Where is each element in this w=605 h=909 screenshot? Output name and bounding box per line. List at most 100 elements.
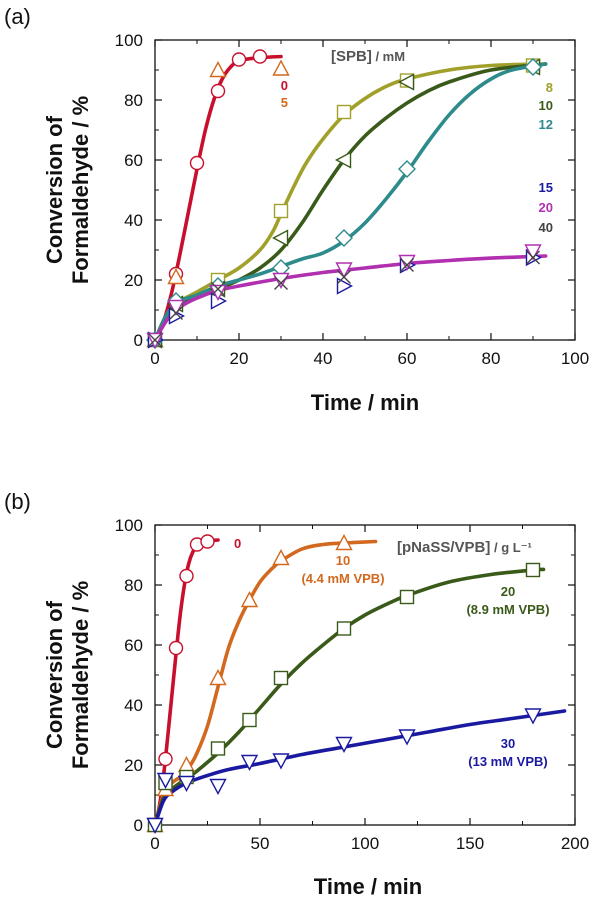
panel-a-legend-12: 12: [539, 117, 553, 132]
panel-b-xlabel: Time / min: [314, 874, 422, 899]
panel-b-point-30: [524, 708, 542, 725]
panel-a-point-10: [272, 229, 289, 247]
panel-a-point-40: [526, 250, 540, 265]
panel-b-ytick-label: 80: [124, 576, 143, 595]
panel-a-legend-5: 5: [281, 95, 288, 110]
panel-a-legend-unit: / mM: [372, 49, 405, 64]
panel-b-ytick-label: 60: [124, 636, 143, 655]
svg-text:[pNaSS/VPB] / g L⁻¹: [pNaSS/VPB] / g L⁻¹: [397, 539, 532, 556]
panel-b-point-0: [200, 534, 215, 549]
panel-b-legend-30-sub: (13 mM VPB): [468, 754, 547, 769]
panel-a-legend-15: 15: [539, 180, 553, 195]
panel-b-legend-10-sub: (4.4 mM VPB): [301, 571, 384, 586]
panel-a-ytick-label: 60: [124, 151, 143, 170]
panel-b-y-title: Conversion of Formaldehyde / %: [42, 581, 93, 769]
panel-b-ylabel-line2: Formaldehyde / %: [68, 581, 93, 769]
panel-a-point-40: [211, 282, 225, 296]
panel-b-xtick-label: 200: [561, 834, 589, 853]
panel-a-ytick-label: 100: [115, 31, 143, 50]
panel-a-legend-title: [SPB]: [331, 48, 372, 65]
panel-b-point-30: [209, 778, 227, 795]
panel-b-xtick-label: 0: [150, 834, 159, 853]
panel-a-point-0: [189, 155, 205, 171]
panel-b-point-10: [272, 549, 290, 566]
panel-b-point-0: [179, 568, 194, 584]
panel-a-point-20: [167, 299, 185, 316]
panel-a-point-5: [167, 268, 185, 285]
panel-b-ytick-label: 0: [134, 816, 143, 835]
panel-a-point-0: [210, 83, 226, 99]
panel-b-point-0: [158, 751, 173, 767]
panel-b-legend-10: 10: [336, 553, 350, 568]
panel-b-legend-20: 20: [501, 584, 515, 599]
panel-a-ylabel-line2: Formaldehyde / %: [68, 96, 93, 284]
panel-b-point-0: [168, 640, 184, 656]
panel-a-y-title: Conversion of Formaldehyde / %: [42, 96, 93, 284]
panel-a-xtick-label: 100: [561, 349, 589, 368]
panel-a-point-8: [336, 104, 352, 120]
panel-a-point-20: [335, 262, 353, 279]
panel-a-point-20: [524, 244, 542, 261]
panel-a-point-40: [400, 258, 414, 272]
panel-b-point-20: [210, 741, 226, 756]
panel-b-legend-header: [pNaSS/VPB] / g L⁻¹: [397, 539, 532, 556]
panel-a-legend-40: 40: [539, 220, 553, 235]
panel-b-legend-unit: / g L⁻¹: [490, 540, 532, 555]
panel-a-xtick-label: 20: [230, 349, 249, 368]
panel-b-point-10: [209, 669, 227, 686]
panel-a-point-8: [273, 203, 289, 219]
panel-a-curve-12: [153, 62, 548, 342]
panel-a-xtick-label: 40: [314, 349, 333, 368]
svg-text:[SPB] / mM: [SPB] / mM: [331, 48, 405, 65]
panel-a-point-40: [169, 306, 183, 320]
panel-b-legend-20-sub: (8.9 mM VPB): [466, 602, 549, 617]
panel-a-xtick-label: 80: [482, 349, 501, 368]
panel-a-point-0: [252, 49, 268, 64]
panel-b-legend-0: 0: [234, 536, 241, 551]
panel-b-xtick-label: 50: [251, 834, 270, 853]
panel-b-point-30: [272, 753, 290, 770]
panel-b-point-20: [525, 562, 541, 578]
panel-a-point-12: [335, 229, 353, 247]
panel-b-ytick-label: 20: [124, 756, 143, 775]
panel-b-legend-30: 30: [501, 736, 515, 751]
panel-a-xlabel: Time / min: [311, 390, 419, 415]
panel-a-point-0: [231, 52, 247, 67]
panel-b-label: (b): [4, 489, 31, 514]
panel-a-legend-8: 8: [546, 80, 553, 95]
panel-a-legend-10: 10: [539, 98, 553, 113]
panel-a-legend-0: 0: [281, 78, 288, 93]
panel-a-xtick-label: 60: [398, 349, 417, 368]
panel-b-point-30: [146, 817, 164, 834]
panel-a-ylabel-line1: Conversion of: [42, 115, 67, 264]
panel-a-legend-header: [SPB] / mM: [331, 48, 405, 65]
panel-a-point-5: [209, 61, 227, 78]
panel-b-point-10: [240, 591, 259, 608]
panel-a-ytick-label: 20: [124, 271, 143, 290]
panel-a-point-10: [335, 151, 352, 169]
panel-a-point-20: [272, 272, 290, 289]
panel-b-xtick-label: 150: [456, 834, 484, 853]
panel-b-point-30: [240, 754, 259, 771]
panel-b-point-20: [336, 621, 352, 636]
panel-a-point-40: [274, 276, 288, 290]
panel-a-legend-20: 20: [539, 200, 553, 215]
panel-a-point-40: [337, 270, 351, 284]
panel-a-point-40: [148, 333, 162, 347]
panel-b-point-20: [399, 589, 415, 605]
panel-b-ytick-label: 40: [124, 696, 143, 715]
panel-b: (b) Conversion of Formaldehyde / % Time …: [4, 489, 550, 899]
panel-b-legend-title: [pNaSS/VPB]: [397, 539, 490, 556]
panel-b-xtick-label: 100: [351, 834, 379, 853]
panel-a-xtick-label: 0: [150, 349, 159, 368]
panel-b-point-10: [335, 534, 353, 551]
panel-b-point-30: [177, 775, 196, 792]
panel-a-ytick-label: 0: [134, 331, 143, 350]
panel-a-point-10: [398, 73, 415, 91]
panel-b-ytick-label: 100: [115, 516, 143, 535]
panel-a-ytick-label: 40: [124, 211, 143, 230]
panel-a-point-15: [336, 277, 353, 295]
panel-b-point-20: [273, 670, 289, 686]
